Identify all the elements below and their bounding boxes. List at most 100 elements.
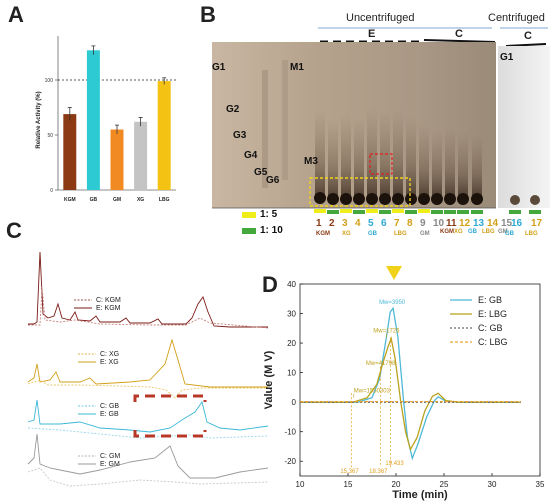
retention-time-label: 15.367 [340, 469, 359, 475]
lane-number-4: 4 [355, 218, 361, 229]
marker-label-g1: G1 [212, 62, 226, 73]
y-axis-label: Relative Activity (%) [36, 91, 42, 148]
gel-panel: Uncentrifuged Centrifuged E C C G1 G2 G3… [210, 0, 550, 262]
peak-arrow-icon [386, 266, 402, 280]
lane-number-2: 2 [329, 218, 335, 229]
legend-label-control: C: GM [100, 453, 120, 460]
lane-number-10: 10 [433, 218, 445, 229]
marker-label-g1-right: G1 [500, 52, 514, 63]
lane-number-15: 15 [501, 218, 513, 229]
marker-label-g5: G5 [254, 167, 268, 178]
legend-label: C: GB [478, 323, 503, 333]
bar-gb [86, 50, 100, 190]
y-tick-label: -10 [284, 428, 296, 437]
y-tick-label: 50 [47, 133, 53, 139]
lane-group-gb: GB [468, 229, 477, 235]
y-tick-label: 0 [50, 188, 53, 194]
group-c-centrifuged-header: C [524, 30, 532, 42]
lane-group-lbg: LBG [394, 231, 407, 237]
x-axis-label: Time (min) [392, 489, 448, 501]
retention-time-label: 19.433 [385, 461, 404, 467]
x-tick-label: 30 [488, 480, 497, 489]
legend-label-enzyme: E: KGM [96, 305, 121, 312]
panel-letter-a: A [8, 2, 24, 27]
marker-label-g2: G2 [226, 104, 240, 115]
lane-number-8: 8 [407, 218, 413, 229]
legend-label: E: LBG [478, 309, 507, 319]
marker-label-m3: M3 [304, 156, 318, 167]
y-tick-label: 30 [287, 310, 296, 319]
bar-xg [134, 121, 148, 190]
y-tick-label: 10 [287, 369, 296, 378]
category-label: KGM [64, 197, 76, 203]
mw-annotation: Mw=1550303 [354, 389, 391, 395]
bar-gm [110, 129, 124, 190]
panel-letter-c: C [6, 218, 22, 243]
lane-number-5: 5 [368, 218, 374, 229]
uncentrifuged-header: Uncentrifuged [346, 12, 415, 24]
lane-number-3: 3 [342, 218, 348, 229]
lane-number-16: 16 [511, 218, 523, 229]
category-label: XG [137, 197, 144, 203]
lane-number-17: 17 [531, 218, 543, 229]
lane-number-6: 6 [381, 218, 387, 229]
lane-group-gm: GM [420, 231, 430, 237]
category-label: LBG [159, 197, 170, 203]
marker-label-g6: G6 [266, 175, 280, 186]
mw-annotation: Mw=3950 [379, 300, 406, 306]
lane-group-xg: XG [342, 231, 351, 237]
y-tick-label: 40 [287, 280, 296, 289]
y-tick-label: 100 [45, 78, 54, 84]
legend-label-control: C: XG [100, 351, 119, 358]
bar-kgm [63, 114, 77, 190]
panel-letter-d: D [262, 272, 278, 297]
legend-label-control: C: GB [100, 403, 119, 410]
lane-group-lbg: LBG [482, 229, 495, 235]
bar-lbg [157, 81, 171, 190]
lane-group-gb: GB [505, 231, 514, 237]
lane-group-kgm: KGM [440, 229, 454, 235]
centrifuged-header: Centrifuged [488, 12, 545, 24]
y-axis-label: Value (M V) [263, 350, 275, 409]
legend-label: E: GB [478, 295, 502, 305]
y-tick-label: 0 [292, 398, 297, 407]
lane-group-lbg: LBG [525, 231, 538, 237]
group-e-header: E [368, 28, 376, 40]
series-line-e-lbg [300, 336, 521, 452]
group-c-header: C [455, 28, 463, 40]
lane-number-14: 14 [487, 218, 499, 229]
lane-number-1: 1 [316, 218, 322, 229]
lane-number-7: 7 [394, 218, 400, 229]
lane-number-9: 9 [420, 218, 426, 229]
x-tick-label: 15 [344, 480, 353, 489]
legend-label-enzyme: E: XG [100, 359, 119, 366]
panel-letter-b: B [200, 2, 216, 27]
lane-number-12: 12 [459, 218, 471, 229]
ratio-legend-1-10: 1: 10 [260, 225, 283, 236]
ratio-legend-1-5: 1: 5 [260, 209, 278, 220]
y-tick-label: -20 [284, 457, 296, 466]
category-label: GB [90, 197, 98, 203]
legend-label-enzyme: E: GM [100, 461, 120, 468]
lane-group-kgm: KGM [316, 231, 330, 237]
y-tick-label: 20 [287, 339, 296, 348]
lane-group-gb: GB [368, 231, 377, 237]
lane-group-gm: GM [498, 229, 508, 235]
retention-time-label: 18.367 [369, 469, 388, 475]
x-tick-label: 10 [296, 480, 305, 489]
category-label: GM [113, 197, 121, 203]
x-tick-label: 25 [440, 480, 449, 489]
legend-label-enzyme: E: GB [100, 411, 119, 418]
x-tick-label: 35 [536, 480, 545, 489]
mw-annotation: Mw=1726 [373, 329, 400, 335]
marker-label-g4: G4 [244, 150, 258, 161]
legend-label-control: C: KGM [96, 297, 121, 304]
legend-label: C: LBG [478, 337, 508, 347]
mw-annotation: Mw=41798 [366, 361, 396, 367]
bar-chart-relative-activity: Relative Activity (%) 0 50 100 KGM GB GM XG LBG [36, 36, 176, 203]
plot-frame [299, 283, 541, 477]
lane-group-xg: XG [454, 229, 463, 235]
marker-label-g3: G3 [233, 130, 247, 141]
